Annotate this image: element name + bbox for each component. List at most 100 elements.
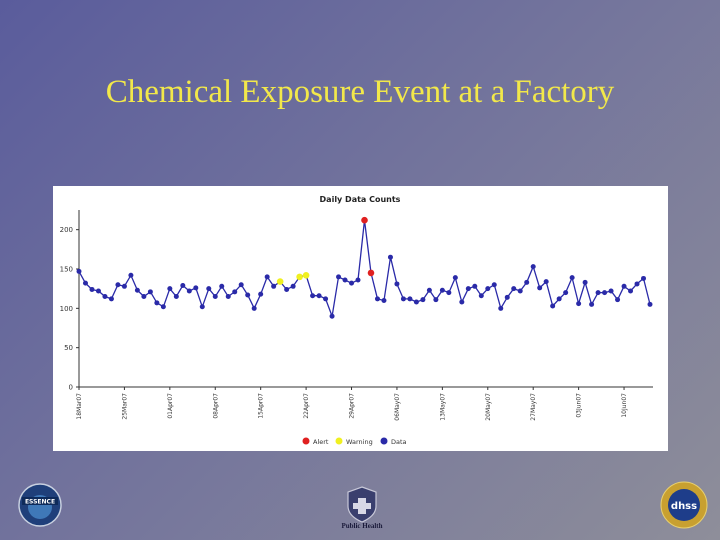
data-point bbox=[472, 283, 478, 289]
data-point bbox=[329, 313, 335, 319]
data-point bbox=[355, 277, 361, 283]
data-point bbox=[147, 289, 153, 295]
data-point bbox=[576, 301, 582, 307]
x-tick-label: 10Jun07 bbox=[621, 393, 628, 418]
essence-logo: ESSENCE bbox=[18, 483, 62, 527]
legend-warning-marker bbox=[335, 437, 343, 445]
data-point bbox=[154, 300, 160, 306]
data-point bbox=[387, 254, 393, 260]
data-point bbox=[219, 283, 225, 289]
data-point bbox=[128, 272, 134, 278]
x-tick-label: 18Mar07 bbox=[76, 393, 83, 420]
slide-title: Chemical Exposure Event at a Factory bbox=[105, 74, 615, 110]
y-tick-label: 0 bbox=[69, 384, 73, 392]
data-point bbox=[290, 283, 296, 289]
legend-data-label: Data bbox=[391, 438, 407, 446]
data-point bbox=[426, 287, 432, 293]
data-point bbox=[102, 294, 108, 300]
warning-point bbox=[296, 273, 303, 281]
data-point bbox=[225, 294, 231, 300]
y-tick-label: 150 bbox=[60, 266, 73, 274]
legend-warning-label: Warning bbox=[346, 438, 373, 446]
data-point bbox=[647, 301, 653, 307]
data-point bbox=[517, 288, 523, 294]
data-point bbox=[602, 290, 608, 296]
data-point bbox=[400, 296, 406, 302]
y-ticks: 0 50 100 150 200 bbox=[60, 226, 79, 392]
legend-item-data: Data bbox=[380, 437, 407, 446]
data-point bbox=[498, 305, 504, 311]
data-point bbox=[550, 303, 556, 309]
legend-item-alert: Alert bbox=[302, 437, 329, 446]
data-point bbox=[634, 281, 640, 287]
data-point bbox=[569, 275, 575, 281]
data-point bbox=[238, 282, 244, 288]
data-point bbox=[589, 301, 595, 307]
data-point bbox=[342, 277, 348, 283]
data-point bbox=[491, 282, 497, 288]
alert-point bbox=[367, 269, 375, 277]
data-point bbox=[433, 297, 439, 303]
data-point bbox=[465, 286, 471, 292]
x-tick-label: 20May07 bbox=[485, 393, 492, 421]
data-point bbox=[524, 279, 530, 285]
data-point bbox=[478, 293, 484, 299]
data-point bbox=[439, 287, 445, 293]
x-tick-label: 29Apr07 bbox=[349, 393, 356, 419]
data-point bbox=[82, 280, 88, 286]
data-point bbox=[316, 293, 322, 299]
chart-panel: Daily Data Counts 0 50 100 150 200 18Mar07 25… bbox=[53, 186, 668, 451]
x-tick-label: 13May07 bbox=[439, 393, 446, 421]
data-point bbox=[284, 286, 290, 292]
data-point bbox=[206, 286, 212, 292]
data-point bbox=[141, 294, 147, 300]
warning-point bbox=[276, 278, 284, 285]
x-tick-label: 08Apr07 bbox=[212, 393, 219, 419]
data-point bbox=[608, 288, 614, 294]
x-tick-label: 06May07 bbox=[394, 393, 401, 421]
dhss-logo-text: dhss bbox=[671, 501, 697, 512]
public-health-logo-text: Public Health bbox=[341, 522, 382, 530]
data-point bbox=[310, 293, 316, 299]
legend-alert-marker bbox=[302, 437, 310, 445]
data-point bbox=[271, 283, 277, 289]
data-point bbox=[381, 297, 387, 303]
data-point bbox=[193, 285, 199, 291]
data-point bbox=[121, 283, 127, 289]
chart-title: Daily Data Counts bbox=[320, 195, 401, 204]
daily-data-counts-chart: Daily Data Counts 0 50 100 150 200 18Mar07 25… bbox=[60, 195, 653, 446]
x-tick-label: 03Jun07 bbox=[576, 393, 583, 418]
data-point bbox=[459, 299, 465, 305]
data-point bbox=[530, 264, 536, 270]
data-point bbox=[537, 285, 543, 291]
data-point bbox=[232, 289, 238, 295]
data-point bbox=[511, 286, 517, 292]
data-point bbox=[173, 294, 179, 300]
data-point bbox=[95, 288, 101, 294]
y-tick-label: 200 bbox=[60, 226, 73, 234]
data-point bbox=[323, 296, 329, 302]
data-point bbox=[180, 283, 186, 289]
data-point bbox=[641, 275, 647, 281]
x-tick-label: 15Apr07 bbox=[258, 393, 265, 419]
data-point bbox=[485, 286, 491, 292]
y-tick-label: 100 bbox=[60, 305, 73, 313]
data-point bbox=[245, 292, 251, 298]
essence-logo-text: ESSENCE bbox=[25, 499, 55, 506]
data-point bbox=[595, 290, 601, 296]
data-point bbox=[556, 296, 562, 302]
dhss-logo: dhss bbox=[660, 481, 708, 529]
data-point bbox=[394, 281, 400, 287]
data-series-line bbox=[78, 220, 651, 319]
data-point bbox=[374, 296, 380, 302]
y-tick-label: 50 bbox=[64, 344, 73, 352]
legend-item-warning: Warning bbox=[335, 437, 373, 446]
legend-alert-label: Alert bbox=[313, 438, 329, 446]
data-point bbox=[543, 279, 549, 285]
public-health-logo: Public Health bbox=[341, 486, 383, 530]
data-points bbox=[76, 216, 653, 319]
data-point bbox=[563, 290, 569, 296]
data-point bbox=[504, 294, 510, 300]
data-point bbox=[452, 275, 458, 281]
x-tick-label: 25Mar07 bbox=[121, 393, 128, 420]
